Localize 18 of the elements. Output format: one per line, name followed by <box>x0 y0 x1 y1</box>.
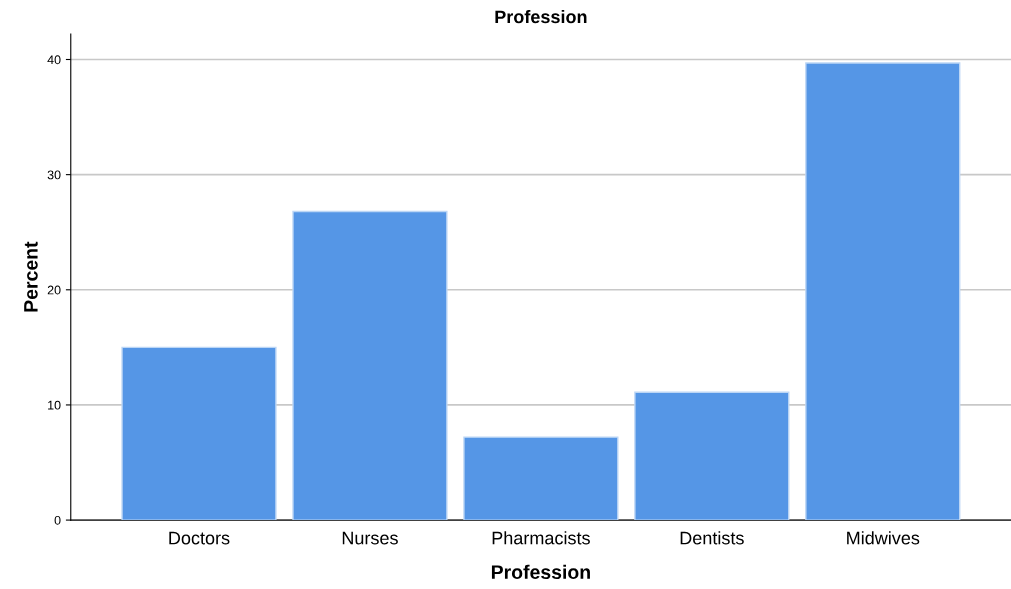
y-tick-label: 0 <box>54 515 61 525</box>
bar <box>805 62 961 521</box>
x-tick-label: Doctors <box>169 531 230 545</box>
x-tick-label: Midwives <box>847 531 920 545</box>
x-tick-label: Pharmacists <box>492 531 590 545</box>
chart-title: Profession <box>495 9 587 24</box>
y-tick-label: 10 <box>48 400 61 410</box>
y-tick-label: 40 <box>47 55 61 65</box>
bar <box>292 210 448 521</box>
x-axis-title: Profession <box>491 564 590 579</box>
bar <box>121 346 277 521</box>
y-tick-label: 20 <box>47 285 61 295</box>
bar <box>634 391 790 521</box>
y-axis-title: Percent <box>24 241 38 312</box>
bar <box>463 436 619 521</box>
x-tick-label: Nurses <box>342 531 398 545</box>
y-tick-label: 30 <box>47 170 61 180</box>
x-tick-label: Dentists <box>680 531 744 545</box>
